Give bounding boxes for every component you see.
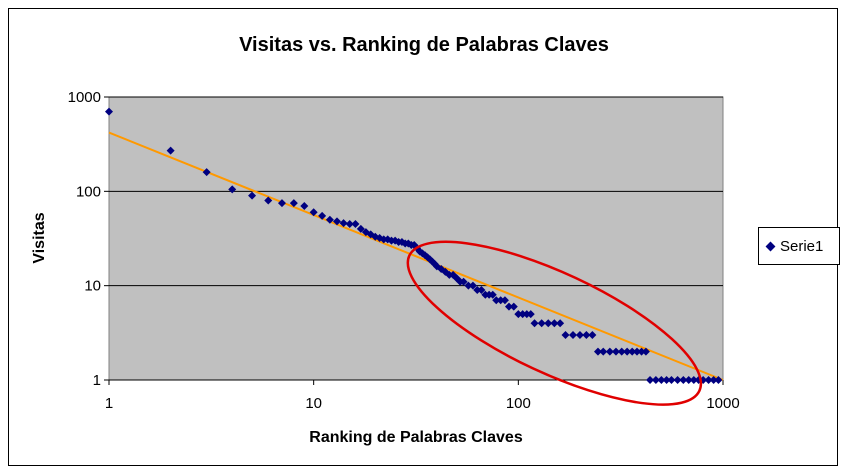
data-point: [651, 376, 660, 384]
data-point: [714, 376, 723, 384]
data-point: [300, 201, 309, 210]
data-point: [428, 257, 437, 266]
data-point: [544, 319, 553, 328]
data-point: [575, 330, 584, 339]
data-point: [514, 310, 523, 319]
data-point: [289, 199, 298, 208]
legend: Serie1: [758, 227, 840, 265]
data-point: [657, 376, 666, 384]
data-point: [637, 347, 646, 356]
x-tick-label-3: 1000: [706, 395, 739, 412]
data-point: [617, 347, 626, 356]
data-point: [500, 296, 509, 305]
data-point: [673, 376, 682, 384]
data-point: [277, 199, 286, 208]
data-point: [599, 347, 608, 356]
data-point: [202, 168, 211, 177]
data-point: [248, 191, 257, 200]
x-tick-label-1: 10: [305, 395, 322, 412]
data-point: [318, 211, 327, 220]
data-point: [488, 290, 497, 299]
data-point: [667, 376, 676, 384]
data-point: [518, 310, 527, 319]
data-point: [588, 330, 597, 339]
data-point: [704, 376, 713, 384]
data-point: [473, 285, 482, 294]
legend-label: Serie1: [780, 237, 824, 255]
data-point: [325, 215, 334, 224]
grid-lines: [109, 96, 723, 381]
data-point: [504, 302, 513, 311]
data-point: [684, 376, 693, 384]
data-point: [550, 319, 559, 328]
data-point: [492, 296, 501, 305]
data-point: [530, 319, 539, 328]
data-point: [526, 310, 535, 319]
data-point: [309, 208, 318, 217]
data-point: [646, 376, 655, 384]
chart-svg: Visitas vs. Ranking de Palabras Claves 1…: [31, 34, 740, 446]
data-point: [611, 347, 620, 356]
chart-area: Visitas vs. Ranking de Palabras Claves 1…: [8, 8, 840, 466]
trendline-line: [108, 131, 724, 381]
data-point: [623, 347, 632, 356]
data-point: [561, 330, 570, 339]
data-point: [105, 107, 113, 116]
y-tick-label-3: 1000: [68, 89, 101, 106]
data-point: [228, 185, 237, 194]
data-point: [345, 220, 354, 229]
data-point: [418, 249, 427, 258]
data-point: [679, 376, 688, 384]
annotation-ellipse: [406, 240, 703, 406]
data-point: [641, 347, 650, 356]
data-point: [339, 219, 348, 228]
data-point: [537, 319, 546, 328]
data-point: [689, 376, 698, 384]
x-tick-label-0: 1: [105, 395, 113, 412]
data-point: [582, 330, 591, 339]
data-point: [459, 277, 468, 286]
data-point: [496, 296, 505, 305]
y-tick-label-0: 1: [93, 372, 101, 389]
data-point: [605, 347, 614, 356]
data-point: [709, 376, 718, 384]
x-tick-label-2: 100: [506, 395, 531, 412]
legend-marker-icon: [765, 241, 776, 251]
data-point: [464, 281, 473, 290]
trendline: [108, 131, 724, 381]
data-point: [509, 302, 518, 311]
annotation: [406, 240, 703, 406]
data-point: [632, 347, 641, 356]
data-point: [628, 347, 637, 356]
data-points: [105, 107, 723, 384]
data-point: [662, 376, 671, 384]
y-tick-label-1: 10: [84, 278, 101, 295]
data-point: [264, 196, 273, 205]
data-point: [356, 224, 365, 233]
data-point: [477, 285, 486, 294]
x-axis-title: Ranking de Palabras Claves: [309, 429, 523, 446]
plot-area: [108, 96, 724, 381]
data-point: [468, 281, 477, 290]
data-point: [556, 319, 565, 328]
data-point: [569, 330, 578, 339]
chart-title: Visitas vs. Ranking de Palabras Claves: [239, 34, 609, 56]
data-point: [593, 347, 602, 356]
y-tick-label-2: 100: [76, 183, 101, 200]
data-point: [351, 220, 360, 229]
data-point: [166, 146, 175, 155]
axis-ticks: 1 10 100 1000 1 10 100 1000: [68, 89, 740, 412]
y-axis-title: Visitas: [31, 212, 48, 263]
data-point: [332, 217, 341, 226]
